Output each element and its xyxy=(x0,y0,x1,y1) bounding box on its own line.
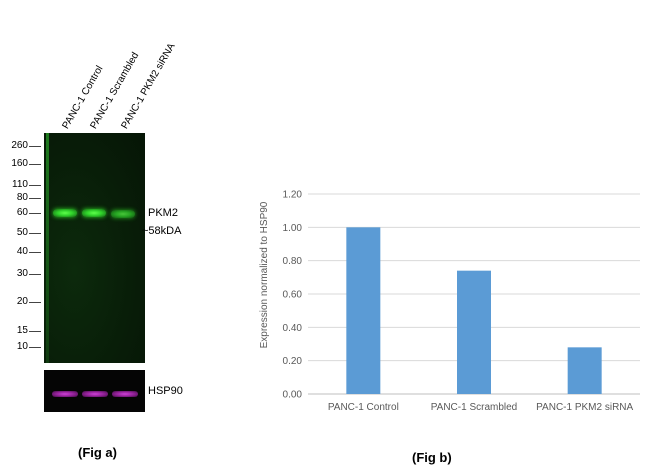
marker-tick xyxy=(29,302,41,303)
expression-bar-chart: 0.00 0.20 0.40 0.60 0.80 1.00 1.20 PANC-1 Cont… xyxy=(259,190,640,413)
fig-a-caption: (Fig a) xyxy=(78,445,117,460)
marker-50: 50 xyxy=(16,227,28,238)
hsp90-band-control xyxy=(52,391,78,397)
marker-30: 30 xyxy=(16,268,28,279)
hsp90-band-scrambled xyxy=(82,391,108,397)
marker-tick xyxy=(29,347,41,348)
x-tick-label: PANC-1 Scrambled xyxy=(431,402,518,413)
y-tick-label: 0.00 xyxy=(283,390,303,401)
chart-bars xyxy=(346,227,602,394)
blot-edge-glow xyxy=(46,133,49,363)
y-tick-label: 0.80 xyxy=(283,256,303,267)
hsp90-blot-image xyxy=(44,370,145,412)
hsp90-band-pkm2-sirna xyxy=(112,391,138,397)
marker-tick xyxy=(29,185,41,186)
marker-80: 80 xyxy=(16,192,28,203)
pkm2-band-pkm2-sirna xyxy=(111,210,135,218)
marker-110: 110 xyxy=(12,179,28,190)
marker-tick xyxy=(29,252,41,253)
x-tick-labels: PANC-1 Control PANC-1 Scrambled PANC-1 PKM… xyxy=(328,402,634,413)
marker-tick xyxy=(29,274,41,275)
pkm2-blot-image xyxy=(44,133,145,363)
size-label: ~58kDA xyxy=(142,225,182,237)
marker-tick xyxy=(29,146,41,147)
marker-20: 20 xyxy=(16,296,28,307)
y-tick-label: 1.00 xyxy=(283,223,303,234)
y-tick-label: 0.20 xyxy=(283,356,303,367)
marker-60: 60 xyxy=(16,207,28,218)
y-tick-labels: 0.00 0.20 0.40 0.60 0.80 1.00 1.20 xyxy=(283,190,303,401)
marker-tick xyxy=(29,213,41,214)
pkm2-band-scrambled xyxy=(82,209,106,217)
bar-panc-1-scrambled xyxy=(457,270,491,394)
marker-160: 160 xyxy=(11,158,28,169)
pkm2-band-label: PKM2 xyxy=(148,207,178,219)
y-axis-label: Expression normalized to HSP90 xyxy=(259,201,270,348)
y-tick-label: 0.40 xyxy=(283,323,303,334)
marker-15: 15 xyxy=(16,325,28,336)
bar-panc-1-control xyxy=(346,227,381,394)
fig-b-caption: (Fig b) xyxy=(412,450,452,465)
marker-tick xyxy=(29,233,41,234)
bar-panc-1-pkm2-sirna xyxy=(567,347,602,394)
hsp90-label: HSP90 xyxy=(148,385,183,397)
marker-10: 10 xyxy=(16,341,28,352)
y-tick-label: 1.20 xyxy=(283,190,303,201)
x-tick-label: PANC-1 PKM2 siRNA xyxy=(536,402,633,413)
marker-tick xyxy=(29,331,41,332)
marker-tick xyxy=(29,164,41,165)
x-tick-label: PANC-1 Control xyxy=(328,402,399,413)
pkm2-band-control xyxy=(53,209,77,217)
marker-tick xyxy=(29,198,41,199)
marker-260: 260 xyxy=(11,140,28,151)
y-tick-label: 0.60 xyxy=(283,290,303,301)
marker-40: 40 xyxy=(16,246,28,257)
